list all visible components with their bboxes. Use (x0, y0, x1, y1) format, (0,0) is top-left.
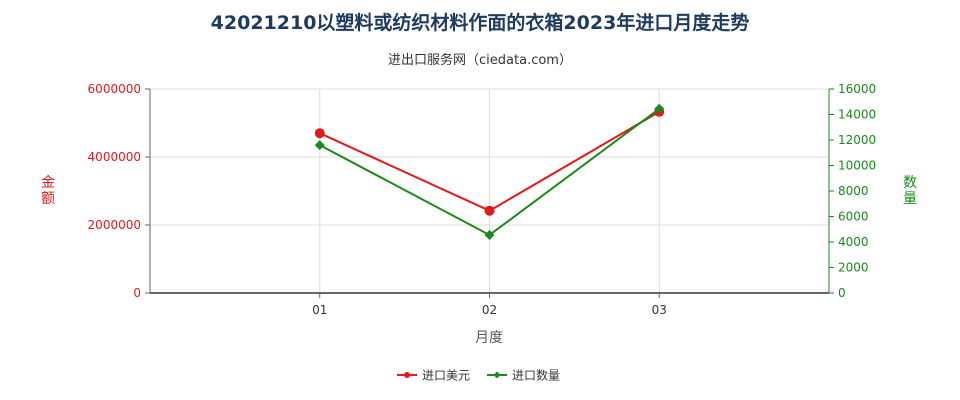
series-1-point-1 (484, 229, 495, 240)
left-tick-label: 6000000 (88, 82, 141, 96)
right-tick-label: 6000 (838, 210, 869, 224)
legend: 进口美元 进口数量 (397, 368, 560, 383)
right-tick-label: 10000 (838, 159, 876, 173)
x-tick-label: 02 (482, 303, 497, 317)
series-layer (314, 103, 665, 240)
series-0-point-0 (314, 128, 325, 139)
series-0-point-1 (484, 205, 495, 216)
legend-marker-1 (493, 371, 501, 379)
left-tick-label: 4000000 (88, 150, 141, 164)
legend-marker-0 (404, 372, 410, 378)
left-tick-label: 0 (133, 286, 141, 300)
left-tick-label: 2000000 (88, 218, 141, 232)
chart-title: 42021210以塑料或纺织材料作面的衣箱2023年进口月度走势 (210, 12, 750, 34)
right-tick-label: 0 (838, 286, 846, 300)
right-axis-ticks: 0 2000 4000 6000 8000 10000 12000 14000 16000 (829, 82, 876, 300)
left-axis-ticks: 0 2000000 4000000 6000000 (88, 82, 150, 300)
right-tick-label: 12000 (838, 133, 876, 147)
chart-subtitle: 进出口服务网（ciedata.com） (388, 53, 572, 68)
grid-lines (150, 88, 829, 293)
legend-label-1: 进口数量 (512, 368, 560, 383)
left-axis-label: 金额 (41, 175, 55, 207)
right-tick-label: 14000 (838, 108, 876, 122)
right-axis-label: 数量 (903, 175, 917, 207)
right-tick-label: 16000 (838, 82, 876, 96)
series-1-point-0 (314, 140, 325, 151)
x-axis-label: 月度 (475, 330, 503, 346)
right-tick-label: 2000 (838, 261, 869, 275)
legend-label-0: 进口美元 (422, 369, 470, 383)
right-tick-label: 8000 (838, 184, 869, 198)
series-1-point-2 (654, 103, 665, 114)
x-tick-label: 03 (652, 303, 667, 317)
right-tick-label: 4000 (838, 235, 869, 249)
x-axis-ticks: 01 02 03 (312, 293, 667, 317)
x-tick-label: 01 (312, 303, 327, 317)
